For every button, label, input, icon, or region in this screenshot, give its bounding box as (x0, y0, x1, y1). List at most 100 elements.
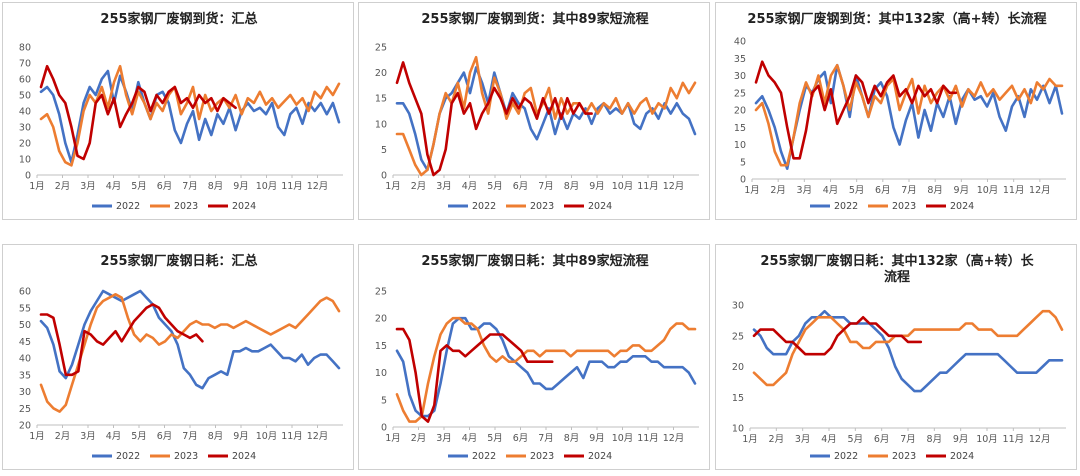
y-tick-label: 0 (381, 423, 387, 434)
x-tick-label: 4月 (821, 434, 837, 445)
series-line-2022 (395, 66, 697, 172)
x-tick-label: 11月 (1003, 434, 1025, 445)
legend-label: 2023 (892, 451, 916, 462)
x-tick-label: 2月 (770, 185, 786, 196)
chart-panel-arrivals-total: 255家钢厂废钢到货：汇总 0 10 20 30 40 50 60 70 80 1月 2月 3月 4月 5月… (2, 2, 354, 220)
x-tick-label: 3月 (797, 185, 813, 196)
legend-label: 2023 (174, 201, 198, 212)
y-tick-label: 10 (734, 140, 746, 151)
x-tick-label: 6月 (875, 185, 891, 196)
x-tick-label: 10月 (977, 185, 999, 196)
x-tick-label: 11月 (637, 433, 659, 444)
x-tick-label: 12月 (307, 181, 329, 192)
series-line-2024 (754, 60, 958, 160)
x-tick-label: 7月 (900, 434, 916, 445)
chart-svg: 255家钢厂废钢到货：其中132家（高+转）长流程 0 5 10 15 20 25 30 35 4… (734, 11, 1066, 212)
chart-svg: 255家钢厂废钢日耗：其中132家（高+转）长流程 10 15 20 25 30 1月 2月 3… (732, 253, 1066, 462)
x-tick-label: 3月 (795, 434, 811, 445)
x-tick-label: 6月 (157, 431, 173, 442)
legend-label: 2024 (232, 201, 256, 212)
x-tick-label: 10月 (256, 181, 278, 192)
y-tick-label: 20 (375, 68, 387, 79)
y-tick-label: 0 (25, 171, 31, 182)
x-tick-label: 10月 (256, 431, 278, 442)
chart-panel-consumption-total: 255家钢厂废钢日耗：汇总 20 25 30 35 40 45 50 55 60 1月 2月 3月 4月 5… (2, 244, 354, 470)
series-line-2023 (395, 55, 697, 177)
x-tick-label: 9月 (233, 181, 249, 192)
y-tick-label: 20 (19, 139, 31, 150)
x-tick-label: 9月 (954, 185, 970, 196)
x-tick-label: 9月 (233, 431, 249, 442)
y-tick-label: 45 (19, 337, 31, 348)
x-tick-label: 1月 (29, 431, 45, 442)
y-tick-label: 70 (19, 59, 31, 70)
y-tick-label: 15 (375, 341, 387, 352)
y-tick-label: 10 (732, 424, 744, 435)
y-tick-label: 10 (375, 368, 387, 379)
x-tick-label: 4月 (462, 181, 478, 192)
x-tick-label: 12月 (663, 181, 685, 192)
x-tick-label: 3月 (436, 433, 452, 444)
y-tick-label: 20 (375, 314, 387, 325)
x-tick-label: 6月 (513, 433, 529, 444)
chart-svg: 255家钢厂废钢日耗：其中89家短流程 0 5 10 15 20 25 1月 2月 3月 4月 5月 6… (375, 253, 699, 462)
legend-label: 2022 (834, 201, 858, 212)
legend-label: 2022 (472, 451, 496, 462)
series-line-2024 (395, 61, 593, 177)
x-tick-label: 11月 (281, 181, 303, 192)
y-tick-label: 0 (740, 175, 746, 186)
y-tick-label: 15 (734, 123, 746, 134)
x-tick-label: 5月 (131, 431, 147, 442)
legend-label: 2023 (530, 451, 554, 462)
chart-svg: 255家钢厂废钢日耗：汇总 20 25 30 35 40 45 50 55 60 1月 2月 3月 4月 5… (19, 253, 343, 462)
chart-title: 255家钢厂废钢日耗：汇总 (100, 253, 257, 269)
y-tick-label: 35 (19, 370, 31, 381)
x-tick-label: 10月 (612, 433, 634, 444)
chart-title: 255家钢厂废钢到货：汇总 (100, 11, 257, 27)
y-tick-label: 15 (732, 393, 744, 404)
chart-panel-arrivals-long-process: 255家钢厂废钢到货：其中132家（高+转）长流程 0 5 10 15 20 25 30 35 4… (715, 2, 1077, 220)
x-tick-label: 8月 (208, 431, 224, 442)
x-tick-label: 8月 (564, 181, 580, 192)
series-line-2023 (754, 63, 1064, 167)
chart-title: 255家钢厂废钢日耗：其中132家（高+转）长 (760, 253, 1034, 269)
series-line-2024 (39, 303, 204, 377)
x-tick-label: 2月 (769, 434, 785, 445)
x-tick-label: 6月 (157, 181, 173, 192)
x-tick-label: 1月 (742, 434, 758, 445)
chart-title: 255家钢厂废钢到货：其中132家（高+转）长流程 (747, 11, 1046, 27)
series-line-2022 (395, 316, 697, 418)
y-tick-label: 30 (734, 71, 746, 82)
y-tick-label: 5 (740, 157, 746, 168)
x-tick-label: 7月 (538, 433, 554, 444)
x-tick-label: 6月 (874, 434, 890, 445)
x-tick-label: 10月 (976, 434, 998, 445)
chart-title: 255家钢厂废钢日耗：其中89家短流程 (421, 253, 648, 269)
x-tick-label: 2月 (411, 433, 427, 444)
chart-title: 255家钢厂废钢到货：其中89家短流程 (421, 11, 648, 27)
chart-panel-arrivals-short-process: 255家钢厂废钢到货：其中89家短流程 0 5 10 15 20 25 1月 2月 3月 4月 5月 6… (358, 2, 710, 220)
y-tick-label: 25 (732, 331, 744, 342)
x-tick-label: 5月 (131, 181, 147, 192)
legend-label: 2023 (892, 201, 916, 212)
y-tick-label: 80 (19, 43, 31, 54)
x-tick-label: 3月 (80, 181, 96, 192)
x-tick-label: 10月 (612, 181, 634, 192)
y-tick-label: 5 (381, 145, 387, 156)
y-tick-label: 20 (732, 362, 744, 373)
y-tick-label: 50 (19, 91, 31, 102)
series-line-2024 (395, 327, 554, 423)
y-tick-label: 25 (375, 287, 387, 298)
chart-panel-consumption-short-process: 255家钢厂废钢日耗：其中89家短流程 0 5 10 15 20 25 1月 2月 3月 4月 5月 6… (358, 244, 710, 470)
y-tick-label: 30 (19, 123, 31, 134)
chart-title: 流程 (884, 269, 910, 285)
y-tick-label: 55 (19, 303, 31, 314)
x-tick-label: 8月 (208, 181, 224, 192)
x-tick-label: 8月 (564, 433, 580, 444)
x-tick-label: 1月 (385, 181, 401, 192)
x-tick-label: 9月 (953, 434, 969, 445)
x-tick-label: 9月 (589, 181, 605, 192)
x-tick-label: 7月 (901, 185, 917, 196)
y-tick-label: 50 (19, 320, 31, 331)
series-line-2024 (39, 64, 237, 161)
